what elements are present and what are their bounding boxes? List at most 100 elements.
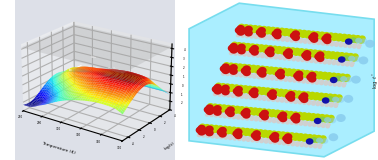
Circle shape bbox=[242, 69, 251, 76]
Circle shape bbox=[296, 112, 304, 117]
Circle shape bbox=[357, 43, 362, 47]
Circle shape bbox=[282, 57, 287, 60]
Circle shape bbox=[221, 72, 225, 76]
Circle shape bbox=[321, 124, 325, 128]
Circle shape bbox=[321, 40, 326, 44]
Circle shape bbox=[242, 109, 249, 115]
Circle shape bbox=[353, 37, 360, 43]
Circle shape bbox=[274, 109, 281, 115]
Circle shape bbox=[252, 107, 259, 113]
Circle shape bbox=[330, 72, 337, 78]
Circle shape bbox=[244, 29, 253, 36]
Circle shape bbox=[223, 86, 230, 92]
Circle shape bbox=[232, 87, 239, 93]
Circle shape bbox=[336, 114, 346, 122]
Circle shape bbox=[265, 26, 272, 32]
Circle shape bbox=[237, 29, 245, 36]
Circle shape bbox=[345, 63, 350, 67]
Circle shape bbox=[344, 42, 349, 46]
Circle shape bbox=[254, 33, 259, 37]
Circle shape bbox=[309, 116, 316, 121]
Circle shape bbox=[250, 33, 255, 37]
Circle shape bbox=[212, 86, 221, 93]
Circle shape bbox=[308, 39, 313, 42]
Circle shape bbox=[291, 114, 298, 120]
Circle shape bbox=[277, 91, 284, 97]
Circle shape bbox=[224, 107, 231, 113]
Circle shape bbox=[212, 107, 221, 114]
Circle shape bbox=[283, 55, 288, 59]
Circle shape bbox=[277, 30, 284, 36]
Circle shape bbox=[334, 52, 341, 57]
Circle shape bbox=[267, 69, 274, 75]
Circle shape bbox=[207, 127, 214, 133]
Circle shape bbox=[262, 45, 270, 50]
Circle shape bbox=[263, 117, 268, 120]
Circle shape bbox=[338, 55, 344, 60]
Circle shape bbox=[257, 97, 262, 101]
Circle shape bbox=[206, 106, 213, 111]
Circle shape bbox=[248, 89, 257, 96]
Circle shape bbox=[235, 45, 244, 52]
Polygon shape bbox=[189, 3, 374, 157]
Circle shape bbox=[340, 76, 347, 82]
Circle shape bbox=[324, 59, 328, 63]
Circle shape bbox=[266, 50, 275, 57]
Circle shape bbox=[311, 137, 318, 143]
Circle shape bbox=[344, 74, 351, 80]
Circle shape bbox=[220, 83, 226, 89]
Circle shape bbox=[325, 125, 330, 128]
Circle shape bbox=[238, 130, 245, 136]
Circle shape bbox=[259, 34, 263, 38]
Circle shape bbox=[214, 112, 219, 116]
Circle shape bbox=[302, 133, 309, 139]
Circle shape bbox=[277, 113, 286, 120]
Circle shape bbox=[316, 51, 324, 58]
Circle shape bbox=[282, 113, 289, 119]
Circle shape bbox=[282, 118, 286, 122]
Circle shape bbox=[271, 75, 275, 79]
Circle shape bbox=[314, 137, 321, 143]
Circle shape bbox=[252, 131, 259, 137]
Circle shape bbox=[250, 91, 259, 98]
Circle shape bbox=[229, 47, 238, 54]
Circle shape bbox=[268, 35, 273, 39]
Circle shape bbox=[212, 103, 218, 109]
Circle shape bbox=[322, 122, 326, 126]
Circle shape bbox=[326, 40, 330, 44]
Circle shape bbox=[302, 52, 310, 59]
Circle shape bbox=[269, 88, 276, 93]
Circle shape bbox=[315, 79, 320, 83]
Circle shape bbox=[286, 119, 291, 123]
Circle shape bbox=[234, 128, 243, 135]
Circle shape bbox=[327, 93, 334, 99]
Circle shape bbox=[296, 141, 301, 145]
Circle shape bbox=[291, 90, 298, 96]
Circle shape bbox=[241, 67, 249, 74]
Circle shape bbox=[319, 32, 325, 37]
Circle shape bbox=[278, 89, 285, 94]
Circle shape bbox=[272, 30, 280, 37]
Circle shape bbox=[314, 53, 323, 60]
Circle shape bbox=[301, 30, 308, 36]
Circle shape bbox=[294, 93, 302, 99]
Circle shape bbox=[253, 129, 260, 134]
Circle shape bbox=[228, 136, 232, 140]
Circle shape bbox=[281, 68, 288, 73]
Circle shape bbox=[272, 35, 277, 39]
Circle shape bbox=[294, 98, 299, 102]
Circle shape bbox=[227, 65, 234, 71]
Circle shape bbox=[254, 35, 258, 39]
Circle shape bbox=[251, 49, 259, 56]
Circle shape bbox=[261, 108, 268, 114]
Circle shape bbox=[334, 43, 339, 47]
Circle shape bbox=[286, 36, 290, 40]
Circle shape bbox=[255, 110, 262, 116]
Circle shape bbox=[282, 31, 289, 36]
Circle shape bbox=[352, 45, 356, 49]
Circle shape bbox=[215, 133, 220, 137]
Circle shape bbox=[297, 133, 304, 139]
Circle shape bbox=[214, 114, 218, 118]
Circle shape bbox=[323, 37, 332, 44]
Circle shape bbox=[229, 43, 238, 50]
